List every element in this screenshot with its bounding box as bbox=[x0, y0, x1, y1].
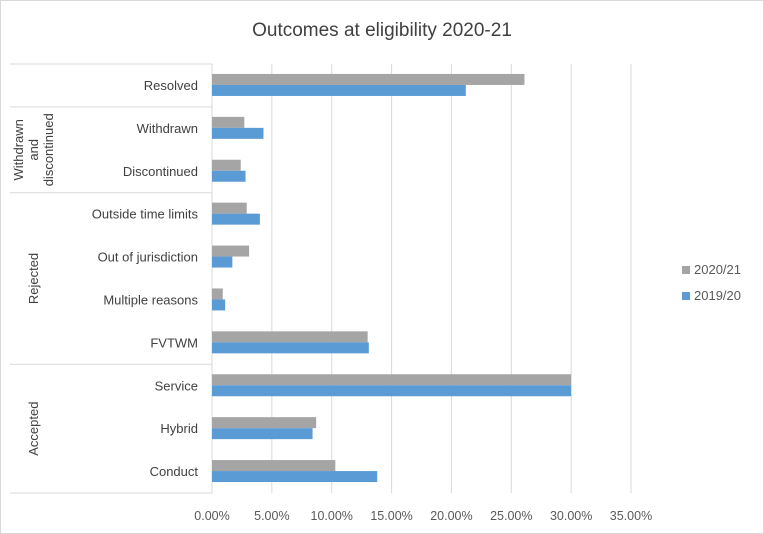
x-tick-label: 10.00% bbox=[311, 509, 353, 523]
category-label: Conduct bbox=[150, 464, 199, 479]
category-label: Discontinued bbox=[123, 164, 198, 179]
legend-label: 2019/20 bbox=[694, 288, 741, 303]
category-label: Hybrid bbox=[160, 421, 198, 436]
bar-fvtwm-2019-20 bbox=[212, 342, 369, 354]
x-tick-label: 35.00% bbox=[610, 509, 652, 523]
legend-swatch bbox=[682, 292, 690, 300]
bar-out-of-jurisdiction-2020-21 bbox=[212, 245, 250, 257]
bar-discontinued-2020-21 bbox=[212, 159, 241, 171]
x-tick-label: 30.00% bbox=[550, 509, 592, 523]
x-tick-label: 25.00% bbox=[490, 509, 532, 523]
bar-conduct-2019-20 bbox=[212, 471, 378, 483]
category-axis: Resolved Withdrawn Discontinued Outside tim… bbox=[10, 63, 213, 494]
bar-multiple-reasons-2020-21 bbox=[212, 288, 223, 300]
group-label: Accepted bbox=[26, 402, 41, 456]
category-label: FVTWM bbox=[150, 335, 198, 350]
legend: 2020/21 2019/20 bbox=[682, 262, 741, 303]
group-label: Rejected bbox=[26, 253, 41, 304]
bars bbox=[212, 73, 572, 483]
group-label: and bbox=[26, 139, 41, 161]
bar-outside-time-limits-2020-21 bbox=[212, 202, 247, 214]
bar-withdrawn-2020-21 bbox=[212, 116, 245, 128]
x-axis-ticks: 0.00% 5.00% 10.00% 15.00% 20.00% 25.00% 30.00%… bbox=[194, 509, 652, 523]
x-tick-label: 15.00% bbox=[370, 509, 412, 523]
bar-service-2020-21 bbox=[212, 374, 572, 386]
category-label: Resolved bbox=[144, 78, 198, 93]
x-tick-label: 5.00% bbox=[254, 509, 289, 523]
category-label: Withdrawn bbox=[137, 121, 198, 136]
category-label: Out of jurisdiction bbox=[98, 250, 198, 265]
x-tick-label: 0.00% bbox=[194, 509, 229, 523]
chart-title: Outcomes at eligibility 2020-21 bbox=[252, 20, 512, 41]
bar-outside-time-limits-2019-20 bbox=[212, 213, 260, 225]
category-label: Multiple reasons bbox=[103, 292, 198, 307]
bar-hybrid-2019-20 bbox=[212, 428, 313, 440]
bar-conduct-2020-21 bbox=[212, 460, 336, 472]
category-label: Outside time limits bbox=[92, 207, 199, 222]
group-label: discontinued bbox=[41, 113, 56, 186]
group-label: Withdrawn bbox=[11, 119, 26, 180]
bar-withdrawn-2019-20 bbox=[212, 127, 264, 139]
bar-service-2019-20 bbox=[212, 385, 572, 397]
bar-resolved-2019-20 bbox=[212, 84, 466, 96]
gridlines bbox=[271, 64, 632, 493]
legend-label: 2020/21 bbox=[694, 262, 741, 277]
bar-out-of-jurisdiction-2019-20 bbox=[212, 256, 233, 268]
legend-swatch bbox=[682, 266, 690, 274]
bar-resolved-2020-21 bbox=[212, 73, 525, 85]
category-label: Service bbox=[155, 378, 198, 393]
bar-multiple-reasons-2019-20 bbox=[212, 299, 226, 311]
bar-fvtwm-2020-21 bbox=[212, 331, 368, 343]
bar-discontinued-2019-20 bbox=[212, 170, 246, 182]
bar-hybrid-2020-21 bbox=[212, 417, 317, 429]
x-tick-label: 20.00% bbox=[430, 509, 472, 523]
